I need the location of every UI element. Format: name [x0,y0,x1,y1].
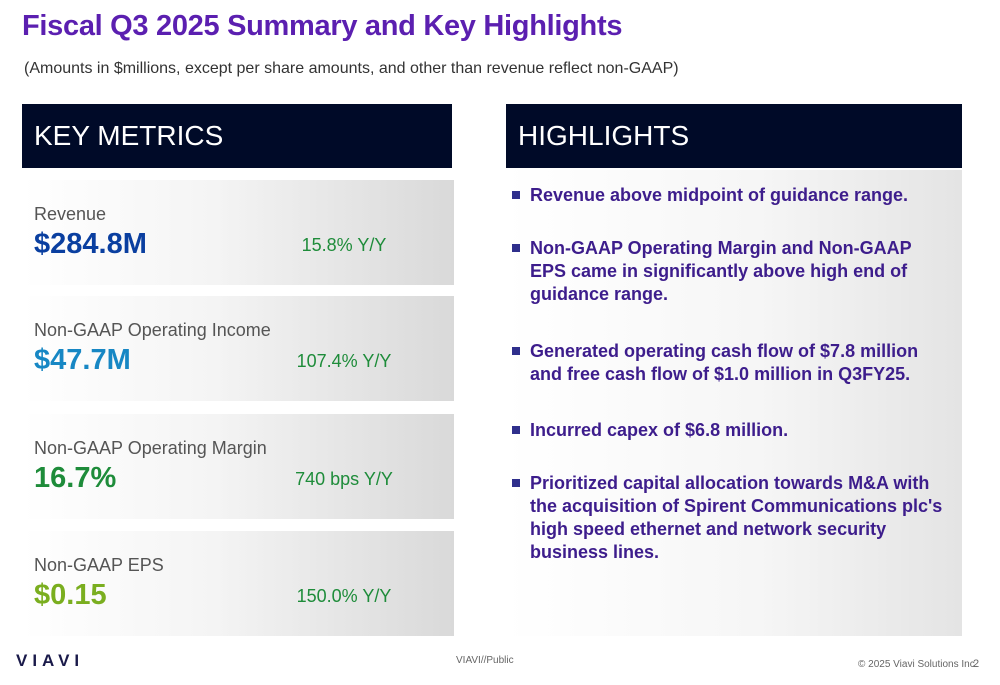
metric-change: 107.4% Y/Y [296,351,392,371]
page-title: Fiscal Q3 2025 Summary and Key Highlight… [22,10,623,42]
square-bullet-icon [512,244,520,252]
metric-card-revenue: Revenue $284.8M 15.8% Y/Y [22,180,454,285]
viavi-logo: VIAVI [16,651,85,670]
metric-value: $0.15 [34,579,107,611]
metric-value: $284.8M [34,228,147,260]
highlight-text: Prioritized capital allocation towards M… [530,473,943,562]
highlight-text: Incurred capex of $6.8 million. [530,420,789,440]
key-metrics-header: KEY METRICS [22,104,452,168]
square-bullet-icon [512,191,520,199]
metric-value: 16.7% [34,462,117,494]
metric-label: Non-GAAP Operating Margin [34,438,267,458]
highlights-panel: Revenue above midpoint of guidance range… [506,170,962,636]
square-bullet-icon [512,347,520,355]
metric-change: 15.8% Y/Y [301,235,387,255]
highlight-text: Generated operating cash flow of $7.8 mi… [530,341,919,384]
metric-label: Non-GAAP Operating Income [34,320,271,340]
page-number: 2 [973,658,980,670]
metric-label: Non-GAAP EPS [34,555,164,575]
square-bullet-icon [512,479,520,487]
highlight-text: Non-GAAP Operating Margin and Non-GAAP E… [530,238,912,304]
page-subtitle: (Amounts in $millions, except per share … [24,60,679,77]
copyright-text: © 2025 Viavi Solutions Inc. [858,659,978,670]
square-bullet-icon [512,426,520,434]
classification-label: VIAVI//Public [456,655,514,666]
metric-label: Revenue [34,204,107,224]
metric-card-operating-income: Non-GAAP Operating Income $47.7M 107.4% … [22,296,454,401]
highlights-header: HIGHLIGHTS [506,104,962,168]
metric-change: 150.0% Y/Y [296,586,392,606]
metric-change: 740 bps Y/Y [295,469,393,489]
metric-value: $47.7M [34,344,131,376]
metric-card-eps: Non-GAAP EPS $0.15 150.0% Y/Y [22,531,454,636]
metric-card-operating-margin: Non-GAAP Operating Margin 16.7% 740 bps … [22,414,454,519]
highlight-text: Revenue above midpoint of guidance range… [530,185,909,205]
